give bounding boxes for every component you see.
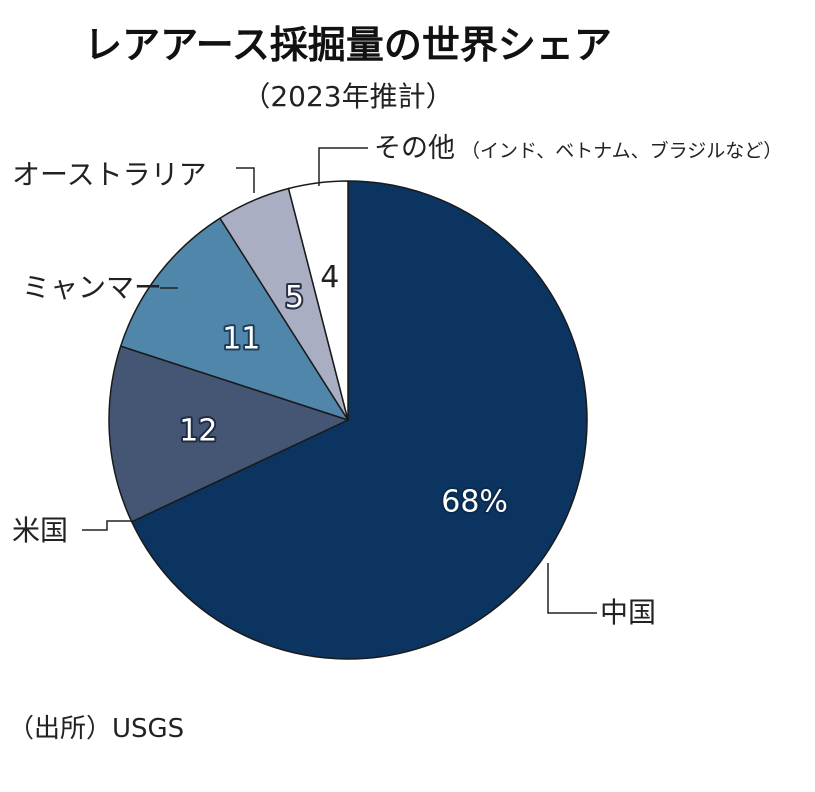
chart-subtitle: （2023年推計）	[242, 80, 453, 113]
category-label-other-name: その他	[374, 133, 455, 164]
pie-slice-usa	[108, 345, 349, 523]
leader-line-australia	[236, 167, 255, 193]
pie-slice-other	[287, 180, 349, 421]
value-label-other: 4	[320, 260, 339, 295]
leader-line-china	[547, 563, 597, 614]
leader-line-other	[318, 147, 368, 186]
category-label-other-note: （インド、ベトナム、ブラジルなど）	[461, 139, 782, 162]
value-label-usa: 12	[179, 413, 217, 448]
pie-slice-myanmar	[119, 217, 349, 421]
category-label-myanmar: ミャンマー	[22, 271, 162, 304]
value-label-myanmar: 11	[222, 321, 260, 356]
category-label-other: その他 （インド、ベトナム、ブラジルなど）	[374, 133, 782, 164]
source-note: （出所）USGS	[8, 714, 184, 744]
value-label-china: 68%	[441, 484, 508, 519]
pie-slice-china	[131, 180, 588, 660]
pie-slices	[108, 180, 588, 660]
category-label-china: 中国	[600, 596, 656, 629]
leader-lines	[82, 147, 597, 614]
value-label-australia: 5	[285, 280, 304, 315]
category-label-usa: 米国	[12, 514, 68, 547]
leader-line-usa	[82, 520, 134, 531]
category-label-australia: オーストラリア	[12, 158, 207, 191]
value-labels: 68% 12 11 54	[177, 260, 510, 521]
chart-title: レアアース採掘量の世界シェア	[84, 23, 612, 67]
